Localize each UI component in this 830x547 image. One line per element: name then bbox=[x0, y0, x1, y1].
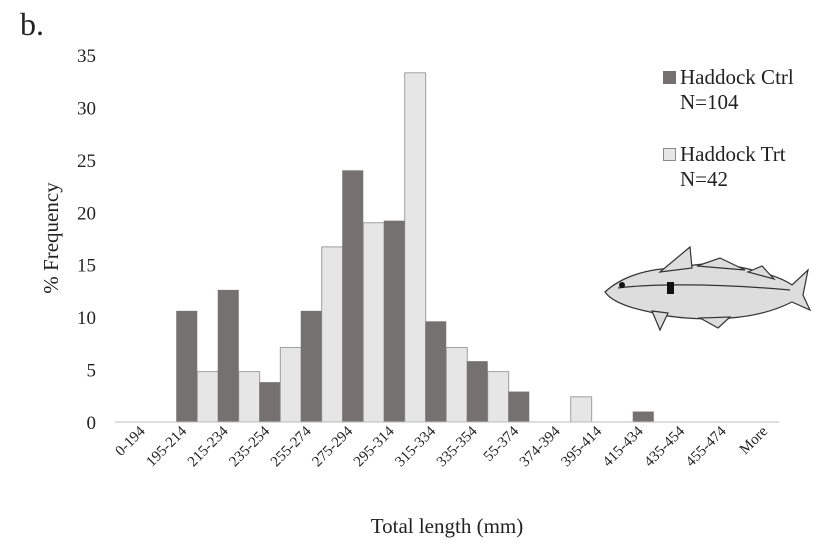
bar bbox=[404, 72, 427, 423]
y-tick-label: 10 bbox=[77, 308, 96, 329]
x-tick-label: 374-394 bbox=[517, 423, 564, 470]
x-tick-label: 0-194 bbox=[113, 423, 149, 459]
y-tick-label: 35 bbox=[77, 46, 96, 67]
legend-label: Haddock Ctrl N=104 bbox=[680, 65, 794, 114]
bar bbox=[196, 371, 219, 423]
x-tick-label: 235-254 bbox=[226, 423, 273, 470]
bar bbox=[466, 361, 488, 422]
bar bbox=[445, 347, 468, 423]
bar bbox=[238, 371, 261, 423]
x-tick-label: 195-214 bbox=[143, 423, 190, 470]
y-tick-label: 15 bbox=[77, 256, 96, 277]
x-tick-label: 215-234 bbox=[185, 423, 232, 470]
y-tick-label: 30 bbox=[77, 98, 96, 119]
x-tick-label: 255-274 bbox=[268, 423, 315, 470]
x-tick-label: More bbox=[737, 423, 772, 458]
bar bbox=[487, 371, 510, 423]
bar bbox=[362, 222, 385, 423]
bar bbox=[570, 396, 593, 423]
legend-item: Haddock Trt N=42 bbox=[663, 142, 786, 192]
x-tick-label: 435-454 bbox=[641, 423, 688, 470]
fish-illustration bbox=[604, 245, 812, 332]
legend-swatch bbox=[663, 148, 676, 161]
bar bbox=[342, 170, 364, 422]
x-axis-label: Total length (mm) bbox=[371, 514, 524, 538]
bar bbox=[425, 321, 447, 422]
x-tick-label: 315-334 bbox=[392, 423, 439, 470]
chart-title: b. bbox=[20, 6, 44, 42]
y-tick-label: 25 bbox=[77, 151, 96, 172]
x-tick-label: 275-294 bbox=[309, 423, 356, 470]
y-tick-label: 20 bbox=[77, 203, 96, 224]
x-tick-label: 455-474 bbox=[683, 423, 730, 470]
bar bbox=[632, 411, 654, 422]
x-tick-label: 295-314 bbox=[351, 423, 398, 470]
legend-label: Haddock Trt N=42 bbox=[680, 142, 786, 191]
bar bbox=[279, 347, 302, 423]
bar bbox=[259, 382, 281, 422]
y-tick-label: 0 bbox=[87, 413, 97, 434]
bar bbox=[508, 391, 530, 422]
bar bbox=[217, 289, 239, 422]
x-tick-label: 415-434 bbox=[600, 423, 647, 470]
legend-item: Haddock Ctrl N=104 bbox=[663, 65, 794, 115]
y-tick-label: 5 bbox=[87, 361, 97, 382]
legend-swatch bbox=[663, 71, 676, 84]
bar bbox=[176, 310, 198, 422]
x-tick-label: 335-354 bbox=[434, 423, 481, 470]
bar bbox=[321, 246, 344, 423]
bar bbox=[383, 220, 405, 422]
x-tick-label: 395-414 bbox=[558, 423, 605, 470]
y-axis-label: % Frequency bbox=[39, 182, 63, 294]
bar bbox=[300, 310, 322, 422]
